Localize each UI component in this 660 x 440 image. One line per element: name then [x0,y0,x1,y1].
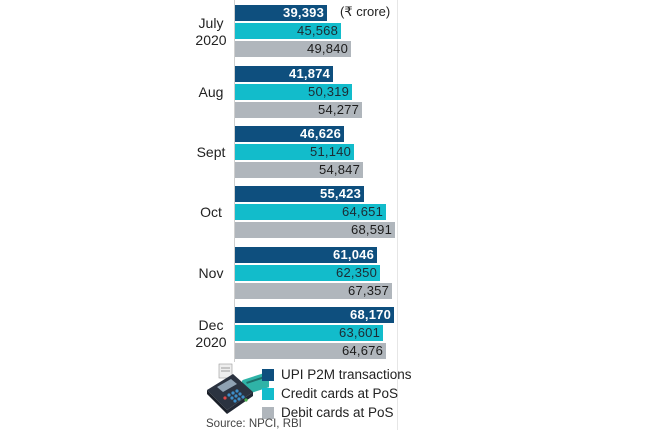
legend-label: Debit cards at PoS [281,405,394,420]
legend-swatch-credit [262,387,274,400]
bar-debit: 68,591 [235,222,395,238]
pos-card-terminal-icon [207,363,269,414]
category-label: Aug [190,84,232,101]
category-label: Sept [190,144,232,161]
bar-upi: 61,046 [235,247,377,263]
legend-item-debit: Debit cards at PoS [262,403,412,422]
category-label-line1: July [198,15,224,31]
category-label-line1: Aug [198,84,224,100]
category-label: July 2020 [190,15,232,49]
category-label-line1: Sept [196,144,226,160]
category-label: Dec 2020 [190,317,232,351]
legend-swatch-upi [262,368,274,381]
chart-right-border [397,0,398,430]
legend-label: UPI P2M transactions [281,367,412,382]
y-axis-line [234,0,235,362]
category-label: Oct [190,204,232,221]
bar-credit: 45,568 [235,23,341,39]
legend-item-upi: UPI P2M transactions [262,365,412,384]
category-label-line1: Oct [200,204,222,220]
bar-upi: 55,423 [235,186,364,202]
bar-upi: 39,393 [235,5,327,21]
legend-swatch-debit [262,406,274,419]
legend-label: Credit cards at PoS [281,386,399,401]
legend-item-credit: Credit cards at PoS [262,384,412,403]
bar-credit: 64,651 [235,204,386,220]
bar-debit: 67,357 [235,283,392,299]
bar-credit: 62,350 [235,265,380,281]
bar-credit: 50,319 [235,84,352,100]
unit-label: (₹ crore) [340,4,391,19]
category-label-line1: Dec [198,317,224,333]
category-label-line1: Nov [198,265,224,281]
source-note: Source: NPCI, RBI [206,418,302,430]
bar-upi: 41,874 [235,66,333,82]
bar-debit: 49,840 [235,41,351,57]
legend: UPI P2M transactions Credit cards at PoS… [262,365,412,422]
category-label-line2: 2020 [195,32,227,48]
category-label: Nov [190,265,232,282]
bar-upi: 46,626 [235,126,344,142]
category-label-line2: 2020 [195,334,227,350]
bar-debit: 54,847 [235,162,363,178]
bar-credit: 51,140 [235,144,354,160]
bar-debit: 54,277 [235,102,362,118]
bar-debit: 64,676 [235,343,386,359]
bar-upi: 68,170 [235,307,394,323]
bar-credit: 63,601 [235,325,383,341]
